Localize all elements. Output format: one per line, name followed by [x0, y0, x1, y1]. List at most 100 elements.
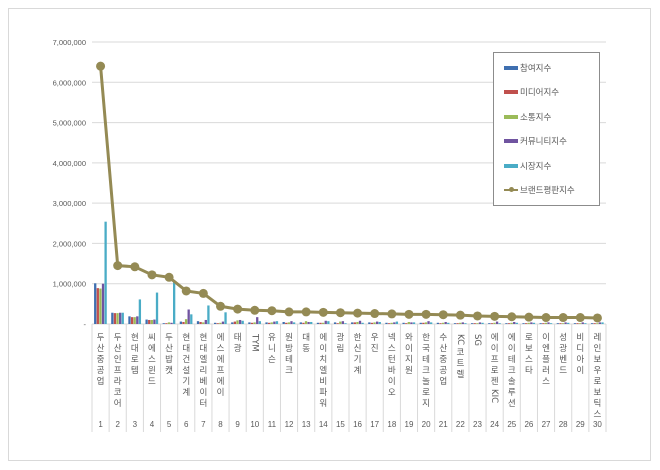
x-rank-label: 14: [319, 420, 328, 429]
legend-item-brand-reputation: 브랜드평판지수: [504, 184, 575, 196]
bar: [327, 321, 330, 324]
bar: [476, 323, 479, 324]
y-tick-label: 2,000,000: [53, 239, 86, 248]
line-marker: [284, 307, 294, 317]
bar: [590, 323, 594, 324]
x-rank-label: 13: [302, 420, 311, 429]
bar: [113, 313, 117, 324]
line-marker: [335, 308, 345, 318]
bar: [422, 322, 425, 324]
bar: [219, 322, 222, 324]
line-marker: [370, 309, 380, 319]
bar: [430, 322, 433, 324]
bar: [471, 323, 474, 324]
bar: [567, 322, 570, 324]
legend-label: 커뮤니티지수: [520, 137, 567, 147]
x-rank-label: 9: [235, 420, 240, 429]
bar: [333, 322, 337, 324]
line-marker: [438, 310, 448, 320]
bar: [204, 319, 207, 324]
bar: [378, 321, 381, 324]
bar: [94, 283, 97, 324]
bar: [522, 323, 525, 324]
bar: [579, 323, 582, 324]
line-marker: [473, 311, 482, 321]
bar: [111, 312, 114, 324]
bar: [507, 323, 511, 324]
bar: [121, 312, 124, 324]
bar: [427, 321, 430, 324]
line-marker: [250, 305, 260, 315]
bar: [130, 317, 134, 324]
bar: [233, 321, 237, 324]
line-marker: [524, 312, 534, 322]
x-rank-label: 21: [439, 420, 448, 429]
y-tick-label: 3,000,000: [53, 199, 86, 208]
bar: [461, 322, 464, 324]
bar: [145, 319, 148, 324]
line-marker: [233, 304, 243, 314]
x-rank-label: 19: [405, 420, 414, 429]
bar: [373, 322, 376, 324]
legend-swatch-communication: [504, 115, 518, 119]
x-category-label-latin: TYM: [249, 333, 259, 352]
bar: [256, 317, 259, 324]
bar: [273, 321, 276, 324]
x-rank-label: 10: [250, 420, 259, 429]
x-rank-label: 2: [115, 420, 120, 429]
bar: [292, 322, 296, 324]
bar: [187, 309, 190, 324]
bar: [231, 322, 234, 324]
y-tick-label: 6,000,000: [53, 78, 86, 87]
bar: [150, 319, 153, 324]
x-rank-label: 26: [524, 420, 533, 429]
y-tick-label: 1,000,000: [53, 280, 86, 289]
bar: [542, 323, 545, 324]
bar: [238, 319, 242, 324]
bar: [561, 323, 565, 324]
bar: [405, 323, 408, 324]
x-rank-label: 17: [370, 420, 379, 429]
bar: [148, 319, 151, 324]
x-rank-label: 29: [576, 420, 585, 429]
bar: [116, 313, 119, 324]
line-marker: [353, 308, 363, 318]
bar: [216, 323, 219, 324]
bar: [167, 322, 171, 324]
bar: [473, 323, 476, 324]
x-rank-label: 28: [559, 420, 568, 429]
bar: [596, 323, 599, 324]
bar: [341, 321, 345, 324]
bar: [544, 322, 548, 324]
line-marker: [113, 261, 123, 271]
bar: [250, 322, 254, 324]
bar: [376, 321, 379, 324]
bar: [436, 322, 440, 324]
bar: [290, 321, 293, 324]
bar: [258, 321, 261, 324]
bar: [527, 322, 530, 324]
bar: [525, 323, 528, 324]
legend-item-communication: 소통지수: [504, 111, 551, 123]
bar: [268, 322, 271, 324]
bar: [162, 323, 165, 324]
bar: [248, 322, 251, 324]
bar: [99, 288, 102, 324]
bar: [165, 323, 168, 324]
x-rank-label: 8: [218, 420, 223, 429]
line-marker: [558, 313, 568, 323]
line-marker: [267, 306, 277, 316]
bar: [128, 316, 131, 324]
bar: [393, 322, 396, 324]
bar: [353, 322, 356, 324]
bar: [304, 321, 308, 324]
bar: [361, 322, 364, 324]
bar: [133, 317, 136, 324]
